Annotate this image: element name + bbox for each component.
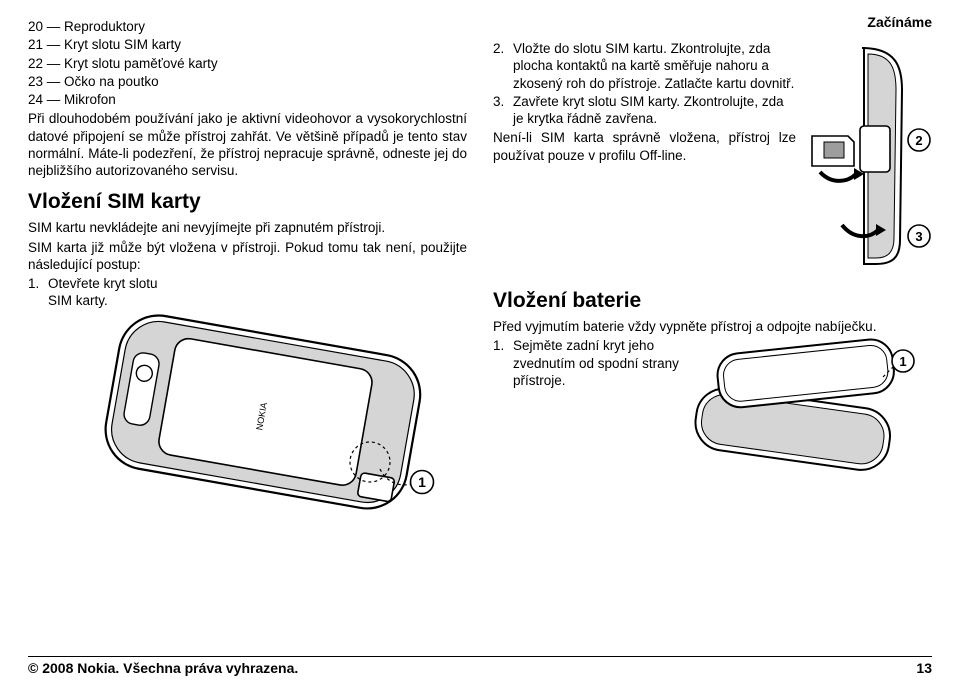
battery-step-1: 1. Sejměte zadní kryt jeho zvednutím od … <box>493 337 683 389</box>
step-1: 1. Otevřete kryt slotu SIM karty. <box>28 275 467 310</box>
list-item: 22 — Kryt slotu paměťové karty <box>28 55 467 72</box>
page-footer: © 2008 Nokia. Všechna práva vyhrazena. 1… <box>28 656 932 678</box>
heading-battery: Vložení baterie <box>493 288 932 315</box>
paragraph: Před vyjmutím baterie vždy vypněte příst… <box>493 318 932 335</box>
step-3: 3. Zavřete kryt slotu SIM karty. Zkontro… <box>493 93 796 128</box>
paragraph: SIM kartu nevkládejte ani nevyjímejte př… <box>28 219 467 236</box>
heading-sim: Vložení SIM karty <box>28 189 467 216</box>
badge-3: 3 <box>915 229 922 244</box>
step-number: 2. <box>493 40 513 57</box>
page-number: 13 <box>916 660 932 678</box>
paragraph: SIM karta již může být vložena v přístro… <box>28 239 467 274</box>
step-2: 2. Vložte do slotu SIM kartu. Zkontroluj… <box>493 40 796 92</box>
step-number: 3. <box>493 93 513 110</box>
step-number: 1. <box>493 337 513 354</box>
step-number: 1. <box>28 275 48 292</box>
sim-insert-illustration: 2 3 <box>802 40 932 274</box>
list-item: 24 — Mikrofon <box>28 91 467 108</box>
list-item: 20 — Reproduktory <box>28 18 467 35</box>
battery-illustration: 1 <box>689 337 919 481</box>
left-column: 20 — Reproduktory 21 — Kryt slotu SIM ka… <box>28 18 471 608</box>
section-header: Začínáme <box>867 14 932 32</box>
content-columns: 20 — Reproduktory 21 — Kryt slotu SIM ka… <box>28 18 932 608</box>
badge-b1: 1 <box>899 354 906 369</box>
list-item: 21 — Kryt slotu SIM karty <box>28 36 467 53</box>
step-text: Vložte do slotu SIM kartu. Zkontrolujte,… <box>513 40 796 92</box>
step-text: Zavřete kryt slotu SIM karty. Zkontroluj… <box>513 93 796 128</box>
badge-1: 1 <box>418 474 426 490</box>
step-text: Sejměte zadní kryt jeho zvednutím od spo… <box>513 337 683 389</box>
paragraph: Při dlouhodobém používání jako je aktivn… <box>28 110 467 179</box>
phone-illustration: NOKIA 1 <box>28 314 467 523</box>
right-column: 2. Vložte do slotu SIM kartu. Zkontroluj… <box>493 18 932 608</box>
step-text: Otevřete kryt slotu SIM karty. <box>48 275 178 310</box>
paragraph: Není-li SIM karta správně vložena, příst… <box>493 129 796 164</box>
battery-step-block: 1. Sejměte zadní kryt jeho zvednutím od … <box>493 337 932 481</box>
list-item: 23 — Očko na poutko <box>28 73 467 90</box>
copyright: © 2008 Nokia. Všechna práva vyhrazena. <box>28 660 298 678</box>
steps-2-3-block: 2. Vložte do slotu SIM kartu. Zkontroluj… <box>493 40 932 274</box>
badge-2: 2 <box>915 133 922 148</box>
